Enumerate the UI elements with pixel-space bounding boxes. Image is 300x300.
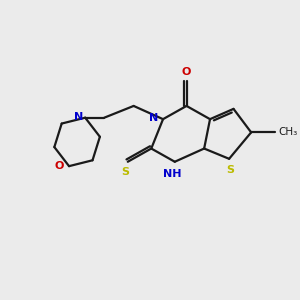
Text: N: N: [149, 113, 158, 123]
Text: NH: NH: [163, 169, 181, 179]
Text: N: N: [74, 112, 84, 122]
Text: CH₃: CH₃: [278, 128, 297, 137]
Text: O: O: [54, 161, 64, 171]
Text: O: O: [182, 67, 191, 76]
Text: S: S: [226, 165, 235, 175]
Text: S: S: [122, 167, 129, 177]
